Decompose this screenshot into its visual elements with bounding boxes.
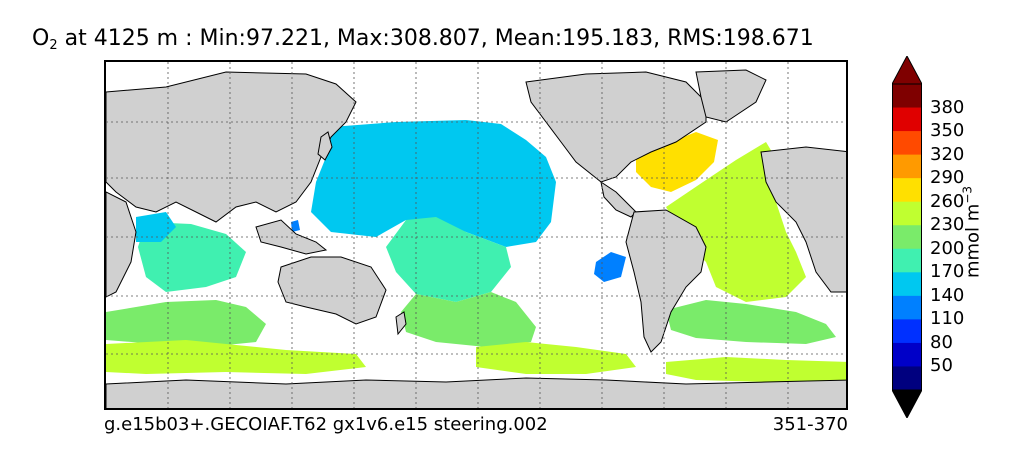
colorbar-tick-label: 140	[930, 284, 965, 306]
southern-ocean-band-east	[666, 357, 846, 382]
title-stats: at 4125 m : Min:97.221, Max:308.807, Mea…	[57, 26, 814, 51]
africa-east	[106, 191, 137, 298]
eurasia	[106, 71, 357, 223]
southern-pacific-field	[401, 292, 536, 347]
colorbar-segment	[892, 342, 922, 367]
unit-main: mmol m	[962, 203, 984, 279]
colorbar-segment	[892, 225, 922, 250]
indonesia-low	[291, 220, 300, 232]
map-canvas	[106, 62, 846, 408]
colorbar-segment	[892, 201, 922, 226]
north-america	[525, 71, 707, 183]
colorbar-unit: mmol m−3	[961, 186, 984, 278]
colorbar-tick-label: 350	[930, 120, 965, 142]
pacific-south-field	[386, 217, 511, 302]
colorbar-segment	[892, 178, 922, 203]
colorbar-tick-label: 110	[930, 308, 965, 330]
southern-ocean-band-central	[476, 342, 636, 374]
colorbar-bottom-cap	[892, 389, 922, 418]
pacific-north-field	[311, 120, 556, 247]
tropical-atlantic-low	[594, 252, 626, 282]
colorbar-tick-label: 290	[930, 167, 965, 189]
colorbar-segments	[892, 84, 922, 391]
colorbar	[892, 56, 922, 418]
colorbar-segment	[892, 366, 922, 391]
land	[106, 69, 846, 408]
new-zealand	[395, 311, 407, 336]
title-subscript: 2	[49, 38, 58, 53]
colorbar-segment	[892, 154, 922, 179]
graticule	[106, 62, 846, 408]
colorbar-segment	[892, 272, 922, 297]
colorbar-tick-label: 80	[930, 331, 953, 353]
colorbar-tick-label: 380	[930, 96, 965, 118]
world-map	[104, 60, 848, 410]
south-atlantic-field	[666, 300, 836, 344]
colorbar-tick-label: 170	[930, 261, 965, 283]
greenland	[695, 69, 767, 123]
colorbar-segment	[892, 248, 922, 273]
antarctica	[106, 377, 846, 408]
colorbar-tick-label: 200	[930, 237, 965, 259]
australia	[277, 256, 387, 325]
japan	[317, 131, 333, 161]
colorbar-segment	[892, 131, 922, 156]
indian-ocean-field	[138, 222, 246, 292]
south-indian-field	[106, 300, 266, 347]
colorbar-segment	[892, 107, 922, 132]
colorbar-top-cap	[892, 56, 922, 85]
colorbar-tick-label: 230	[930, 214, 965, 236]
colorbar-tick-label: 50	[930, 355, 953, 377]
colorbar-outline	[892, 83, 922, 391]
colorbar-segment	[892, 319, 922, 344]
map-title: O2 at 4125 m : Min:97.221, Max:308.807, …	[32, 26, 814, 53]
unit-exponent: −3	[960, 185, 975, 204]
south-america	[625, 209, 707, 353]
colorbar-segment	[892, 295, 922, 320]
title-species: O	[32, 26, 50, 51]
southern-ocean-band-west	[106, 340, 366, 374]
indian-west-field	[136, 212, 176, 242]
year-range: 351-370	[772, 414, 848, 435]
colorbar-segment	[892, 84, 922, 109]
case-name: g.e15b03+.GECOIAF.T62 gx1v6.e15 steering…	[104, 414, 548, 435]
colorbar-tick-label: 320	[930, 143, 965, 165]
colorbar-tick-label: 260	[930, 190, 965, 212]
africa	[760, 146, 846, 293]
north-atlantic-field	[636, 132, 718, 192]
